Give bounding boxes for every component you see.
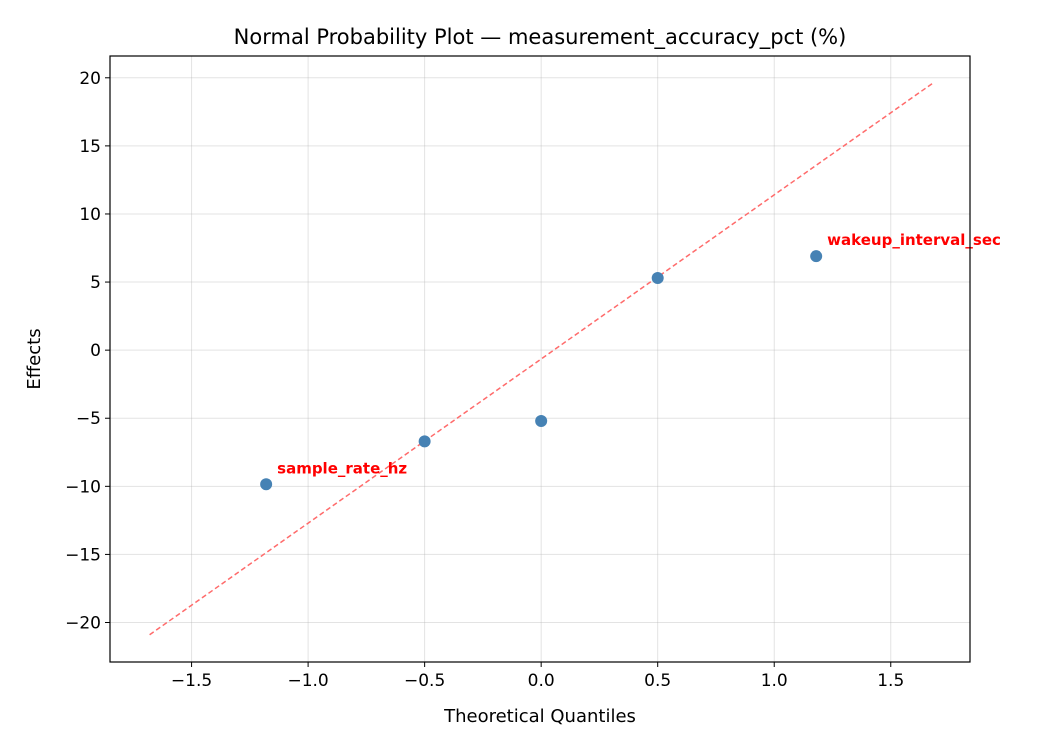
- point-label: sample_rate_hz: [277, 459, 407, 477]
- y-tick-label: 0: [90, 341, 101, 361]
- y-axis-label: Effects: [24, 328, 45, 389]
- y-tick-label: −5: [76, 409, 101, 429]
- x-tick-label: 0.0: [528, 671, 555, 691]
- plot-frame: [109, 55, 971, 663]
- point-label: wakeup_interval_sec: [827, 231, 1001, 249]
- y-tick-label: −10: [65, 477, 101, 497]
- x-tick-label: 1.5: [877, 671, 904, 691]
- y-tick-label: 20: [79, 69, 101, 89]
- x-tick-label: −1.0: [287, 671, 328, 691]
- points-group: sample_rate_hz wakeup_interval_sec: [260, 231, 1001, 491]
- x-axis: −1.5 −1.0 −0.5 0.0 0.5 1.0 1.5: [171, 662, 904, 691]
- data-point: [535, 414, 548, 427]
- data-point: [418, 435, 431, 448]
- data-point: [260, 478, 273, 491]
- x-tick-label: −1.5: [171, 671, 212, 691]
- x-tick-label: −0.5: [404, 671, 445, 691]
- x-axis-label: Theoretical Quantiles: [443, 706, 636, 727]
- data-point: [651, 271, 664, 284]
- y-axis: −20 −15 −10 −5 0 5 10 15 20: [65, 69, 110, 634]
- x-tick-label: 1.0: [761, 671, 788, 691]
- data-point: [810, 250, 823, 263]
- grid: [110, 56, 970, 662]
- y-tick-label: −20: [65, 614, 101, 634]
- y-tick-label: 10: [79, 205, 101, 225]
- x-tick-label: 0.5: [644, 671, 671, 691]
- y-tick-label: 15: [79, 137, 101, 157]
- chart-title: Normal Probability Plot — measurement_ac…: [234, 25, 847, 50]
- y-tick-label: 5: [90, 273, 101, 293]
- y-tick-label: −15: [65, 545, 101, 565]
